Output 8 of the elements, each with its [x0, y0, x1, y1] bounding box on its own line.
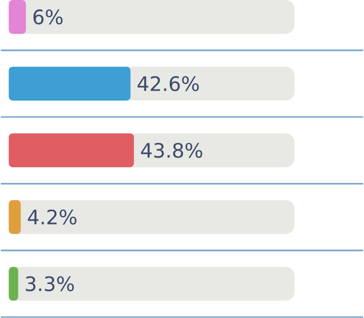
data-label: 6% [33, 9, 63, 25]
data-label: 4.2% [28, 210, 76, 225]
data-label: 43.8% [141, 142, 202, 158]
data-label: 42.6% [138, 76, 199, 92]
bar [8, 0, 26, 34]
data-label: 3.3% [26, 276, 74, 292]
bar [8, 266, 18, 301]
bar [8, 200, 21, 234]
